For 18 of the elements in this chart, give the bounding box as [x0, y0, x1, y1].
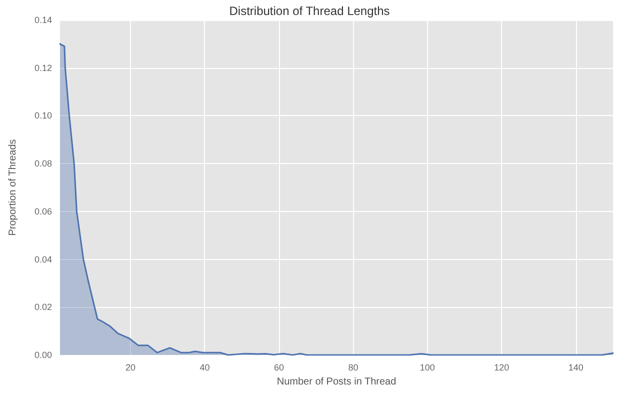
y-tick-label: 0.08	[34, 158, 52, 169]
x-tick-label: 120	[494, 362, 510, 372]
x-tick-label: 80	[348, 362, 358, 372]
x-tick-label: 40	[200, 362, 210, 372]
y-tick-label: 0.12	[34, 62, 52, 73]
x-axis-title: Number of Posts in Thread	[276, 376, 396, 388]
y-tick-label: 0.06	[34, 206, 52, 216]
y-tick-label: 0.10	[34, 110, 52, 121]
y-tick-label: 0.02	[34, 302, 52, 312]
chart-title: Distribution of Thread Lengths	[229, 4, 390, 18]
y-tick-label: 0.14	[34, 15, 52, 25]
x-tick-label: 60	[274, 362, 284, 372]
y-axis-title: Proportion of Threads	[8, 139, 18, 236]
x-tick-label: 20	[126, 362, 136, 372]
x-tick-label: 140	[568, 362, 584, 372]
x-tick-label: 100	[420, 362, 435, 372]
y-tick-label: 0.04	[34, 254, 52, 264]
y-tick-label: 0.00	[34, 350, 52, 360]
